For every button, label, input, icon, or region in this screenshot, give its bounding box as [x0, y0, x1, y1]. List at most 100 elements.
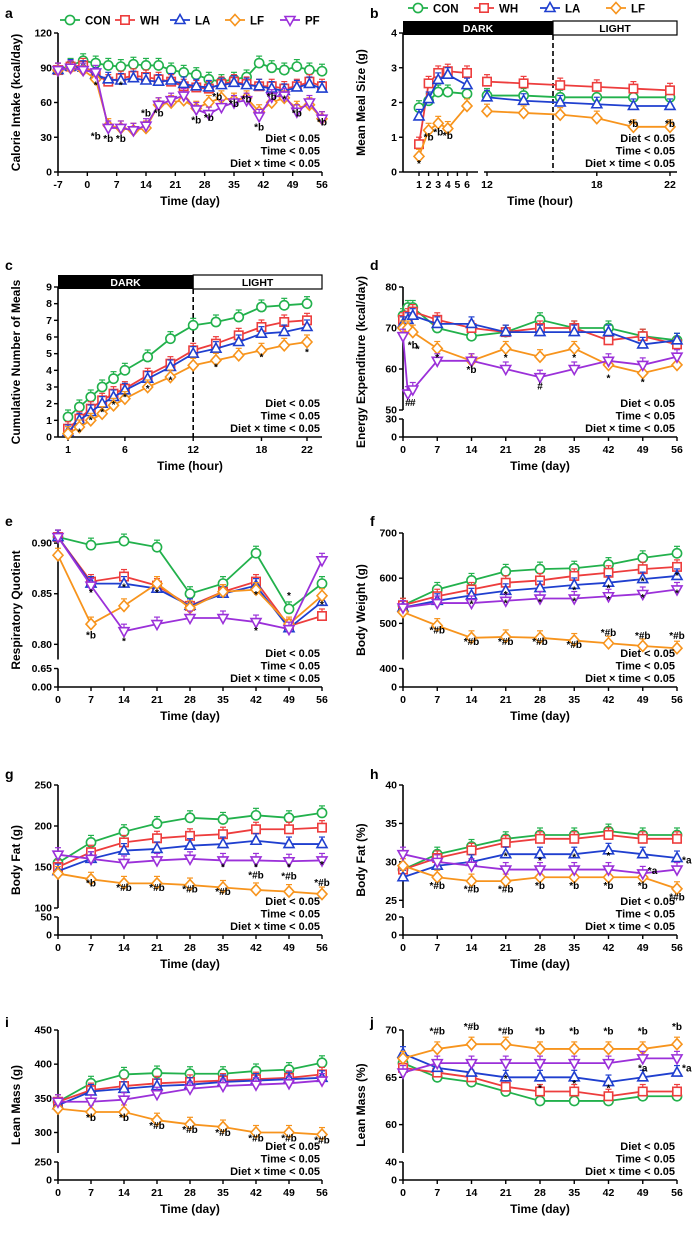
data-point [500, 566, 512, 577]
y-tick-label: 0 [391, 1175, 397, 1187]
data-point [534, 1086, 545, 1097]
series-PF [51, 529, 329, 639]
data-point [671, 547, 683, 559]
significance-mark: * [89, 416, 93, 427]
data-point [590, 97, 604, 109]
significance-mark: *#b [182, 884, 198, 895]
data-point [282, 884, 296, 899]
data-point [423, 78, 434, 89]
data-point [96, 406, 109, 421]
x-tick-label: 21 [151, 694, 163, 706]
data-point [499, 865, 513, 877]
data-point [396, 331, 410, 344]
data-point [187, 319, 199, 331]
data-point [499, 341, 512, 356]
data-point [249, 617, 263, 630]
data-point [431, 1042, 444, 1056]
data-point [603, 829, 614, 840]
y-tick-label: 60 [385, 364, 397, 376]
x-tick-label: 49 [637, 1187, 649, 1199]
data-point [627, 98, 640, 111]
data-point [637, 833, 648, 844]
significance-mark: *#b [314, 1135, 330, 1146]
y-tick-label: 0.00 [32, 682, 53, 694]
y-tick-label: 2 [391, 97, 397, 109]
data-point [251, 824, 262, 835]
data-point [533, 631, 547, 645]
data-point [315, 836, 329, 849]
significance-mark: * [572, 852, 576, 863]
data-point [115, 61, 127, 72]
data-point [150, 1089, 164, 1102]
data-point [481, 76, 492, 87]
panel-letter: i [5, 1014, 9, 1030]
stats-line: Time < 0.05 [261, 909, 320, 921]
legend-marker [478, 2, 489, 13]
significance-mark: *b [665, 119, 675, 130]
data-point [85, 539, 97, 551]
stats-line: Diet × time < 0.05 [230, 1166, 320, 1178]
data-point [282, 624, 296, 637]
data-point [670, 585, 684, 597]
legend-label: CON [433, 4, 459, 16]
significance-mark: *b [267, 92, 277, 103]
x-tick-label: 49 [283, 1187, 295, 1199]
x-tick-label: 1 [416, 179, 422, 191]
data-point [534, 833, 545, 844]
y-tick-label: 30 [40, 132, 52, 144]
x-axis-title: Time (day) [160, 194, 220, 208]
significance-mark: *#b [429, 625, 445, 636]
x-axis-title: Time (day) [510, 459, 570, 473]
x-tick-label: 28 [199, 179, 211, 191]
data-point [142, 351, 154, 363]
x-tick-label: 28 [534, 694, 546, 706]
dark-bar [58, 275, 194, 289]
y-tick-label: 0 [46, 930, 52, 942]
series-line [486, 110, 670, 128]
x-tick-label: 14 [118, 942, 130, 954]
significance-mark: * [504, 599, 508, 610]
panel-i: i 0 250 300 350 400 450 0 7 14 21 28 35 42 49 56 Time (d… [5, 1014, 330, 1216]
data-point [499, 847, 513, 859]
panel-letter: d [370, 257, 379, 273]
x-tick-label: 14 [466, 1187, 478, 1199]
data-point [61, 426, 75, 441]
x-axis-break [478, 169, 484, 175]
significance-mark: *#b [314, 878, 330, 889]
data-point [670, 1065, 684, 1077]
significance-mark: *#b [498, 637, 514, 648]
significance-mark: * [89, 588, 93, 599]
data-point [406, 385, 420, 397]
x-tick-label: 56 [316, 942, 328, 954]
data-point [139, 121, 153, 133]
data-point [51, 850, 65, 862]
data-point [396, 870, 410, 882]
data-point [441, 67, 455, 79]
legend-marker [120, 15, 131, 25]
significance-mark: *#b [464, 1022, 480, 1033]
data-point [670, 882, 684, 896]
data-point [568, 1095, 580, 1107]
data-point [480, 90, 494, 102]
x-tick-label: 0 [400, 444, 406, 456]
data-point [602, 865, 615, 877]
data-point [499, 596, 513, 608]
data-point [253, 57, 265, 69]
data-point [602, 870, 615, 884]
x-tick-label: 18 [591, 179, 603, 191]
x-tick-label: 18 [256, 444, 268, 456]
significance-mark: * [100, 407, 104, 418]
data-point [533, 1058, 547, 1071]
y-tick-label: 25 [385, 895, 397, 907]
x-tick-label: 4 [445, 179, 451, 191]
stats-line: Time < 0.05 [616, 909, 675, 921]
significance-mark: * [607, 373, 611, 384]
data-point [216, 856, 230, 868]
y-tick-label: 400 [34, 1059, 52, 1071]
significance-mark: * [287, 862, 291, 873]
data-point [250, 809, 262, 821]
data-point [183, 613, 197, 626]
x-tick-label: 6 [464, 179, 470, 191]
data-point [107, 398, 120, 413]
data-point [117, 576, 131, 588]
